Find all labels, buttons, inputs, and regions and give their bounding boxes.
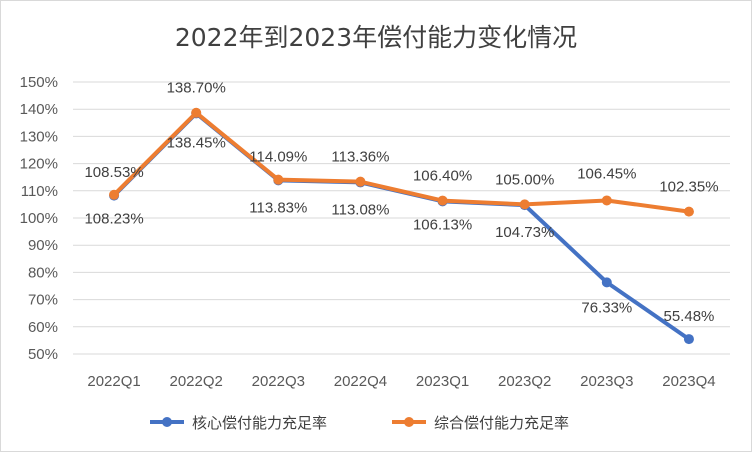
x-tick-label: 2022Q4 — [334, 373, 387, 390]
x-tick-label: 2023Q2 — [498, 373, 551, 390]
data-label: 55.48% — [664, 308, 715, 325]
data-label: 138.45% — [167, 134, 226, 151]
data-point — [601, 277, 612, 288]
data-label: 113.36% — [331, 149, 389, 166]
data-labels: 108.23% 138.45% 113.83% 113.08% 106.13% 104.7… — [84, 80, 718, 325]
y-tick-label: 70% — [28, 292, 58, 309]
legend-label: 核心偿付能力充足率 — [192, 414, 327, 432]
data-point — [683, 334, 694, 345]
data-label: 114.09% — [249, 149, 307, 166]
y-tick-label: 50% — [28, 346, 58, 363]
data-point — [601, 195, 612, 206]
data-point — [191, 107, 202, 118]
x-tick-label: 2023Q1 — [416, 373, 469, 390]
legend-marker — [162, 417, 172, 427]
x-tick-label: 2022Q2 — [169, 373, 222, 390]
series-lines — [109, 107, 694, 345]
y-tick-label: 100% — [20, 210, 58, 227]
data-label: 106.13% — [413, 216, 472, 233]
y-tick-label: 60% — [28, 319, 58, 336]
chart-title: 2022年到2023年偿付能力变化情况 — [174, 23, 578, 52]
legend-label: 综合偿付能力充足率 — [434, 414, 569, 432]
data-point — [519, 199, 530, 210]
x-axis-ticks: 2022Q1 2022Q2 2022Q3 2022Q4 2023Q1 2023Q2 2023… — [87, 373, 715, 390]
y-tick-label: 150% — [20, 74, 58, 91]
legend: 核心偿付能力充足率 综合偿付能力充足率 — [150, 414, 569, 432]
data-label: 105.00% — [495, 171, 554, 188]
data-point — [437, 195, 448, 206]
y-tick-label: 110% — [21, 183, 58, 200]
data-label: 104.73% — [495, 224, 554, 241]
data-point — [355, 176, 366, 187]
x-tick-label: 2022Q1 — [87, 373, 140, 390]
data-point — [683, 206, 694, 217]
data-point — [109, 189, 120, 200]
x-tick-label: 2023Q3 — [580, 373, 633, 390]
data-label: 102.35% — [659, 179, 718, 196]
legend-marker — [404, 417, 414, 427]
x-tick-label: 2022Q3 — [252, 373, 305, 390]
data-label: 113.83% — [249, 199, 307, 216]
data-label: 106.45% — [577, 165, 636, 182]
data-label: 106.40% — [413, 168, 472, 185]
y-tick-label: 120% — [20, 156, 58, 173]
data-label: 76.33% — [581, 299, 632, 316]
x-tick-label: 2023Q4 — [662, 373, 715, 390]
data-label: 113.08% — [331, 201, 389, 218]
y-tick-label: 140% — [20, 101, 58, 118]
series-line-1 — [112, 110, 691, 214]
data-point — [273, 174, 284, 185]
y-tick-label: 90% — [28, 237, 58, 254]
data-label: 108.23% — [84, 211, 143, 228]
data-label: 108.53% — [84, 164, 143, 181]
data-label: 138.70% — [167, 80, 226, 97]
y-axis-ticks: 50% 60% 70% 80% 90% 100% 110% 120% 130% 140% 150% — [20, 74, 58, 363]
y-tick-label: 130% — [20, 128, 58, 145]
y-tick-label: 80% — [28, 264, 58, 281]
